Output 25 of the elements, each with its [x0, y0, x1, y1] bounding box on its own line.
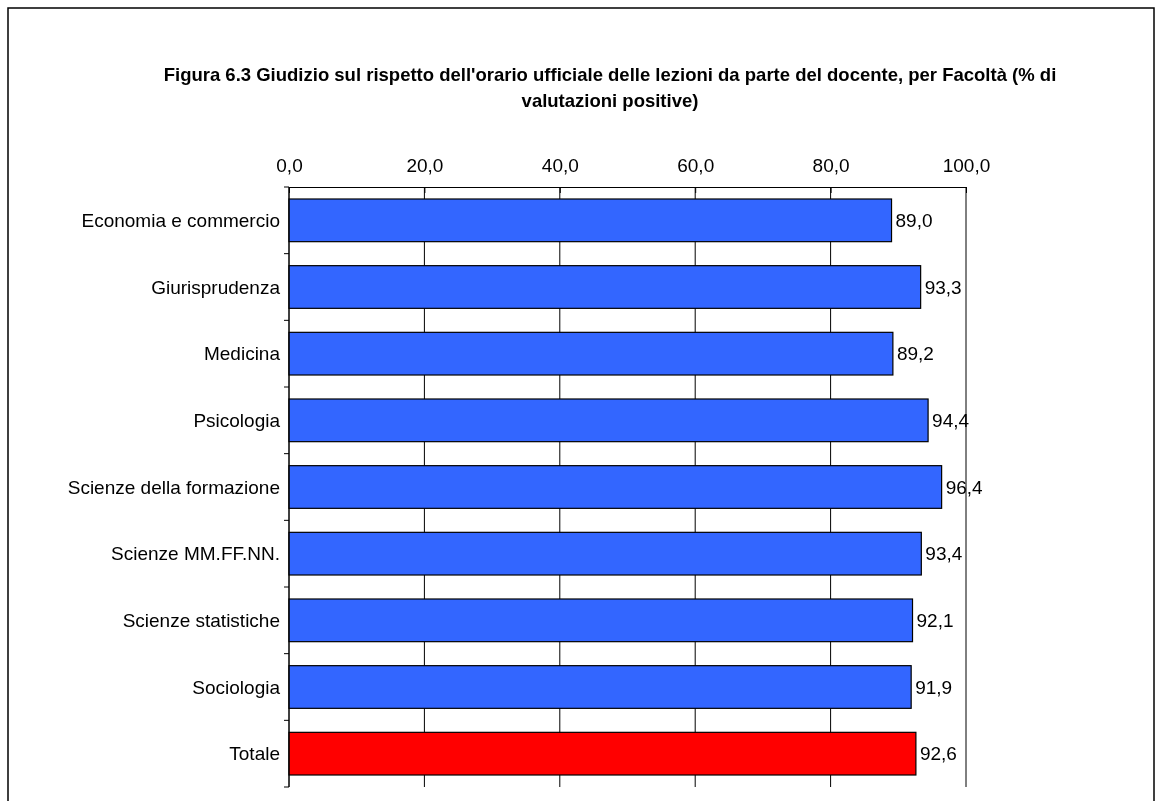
data-label: 93,4 — [925, 543, 963, 565]
data-label: 93,3 — [924, 276, 962, 298]
y-tick-label: Scienze della formazione — [67, 476, 280, 498]
y-tick-label: Sociologia — [192, 676, 281, 698]
x-tick-label: 0,0 — [276, 155, 303, 176]
data-label: 96,4 — [945, 476, 984, 498]
data-label: 94,4 — [932, 409, 970, 431]
x-tick-label: 20,0 — [406, 155, 444, 176]
data-label: 91,9 — [915, 676, 953, 698]
chart-title: Figura 6.3 Giudizio sul rispetto dell'orario ufficiale delle lezioni da parte del docente, per Facoltà (% di valutazioni positive) — [163, 64, 1057, 111]
data-label: 89,0 — [895, 209, 933, 231]
x-tick-label: 40,0 — [541, 155, 579, 176]
y-tick-label: Psicologia — [193, 409, 281, 431]
x-tick-label: 60,0 — [677, 155, 715, 176]
x-tick-label: 100,0 — [942, 155, 991, 176]
x-tick-label: 80,0 — [812, 155, 850, 176]
data-label: 89,2 — [896, 343, 934, 365]
y-tick-label: Giurisprudenza — [151, 276, 281, 298]
y-tick-label: Medicina — [203, 343, 281, 365]
data-label: 92,6 — [919, 743, 957, 765]
data-label: 92,1 — [916, 609, 954, 631]
y-tick-label: Scienze MM.FF.NN. — [111, 543, 280, 565]
y-tick-label: Economia e commercio — [81, 209, 280, 231]
y-tick-label: Totale — [229, 743, 280, 765]
y-tick-label: Scienze statistiche — [122, 609, 280, 631]
